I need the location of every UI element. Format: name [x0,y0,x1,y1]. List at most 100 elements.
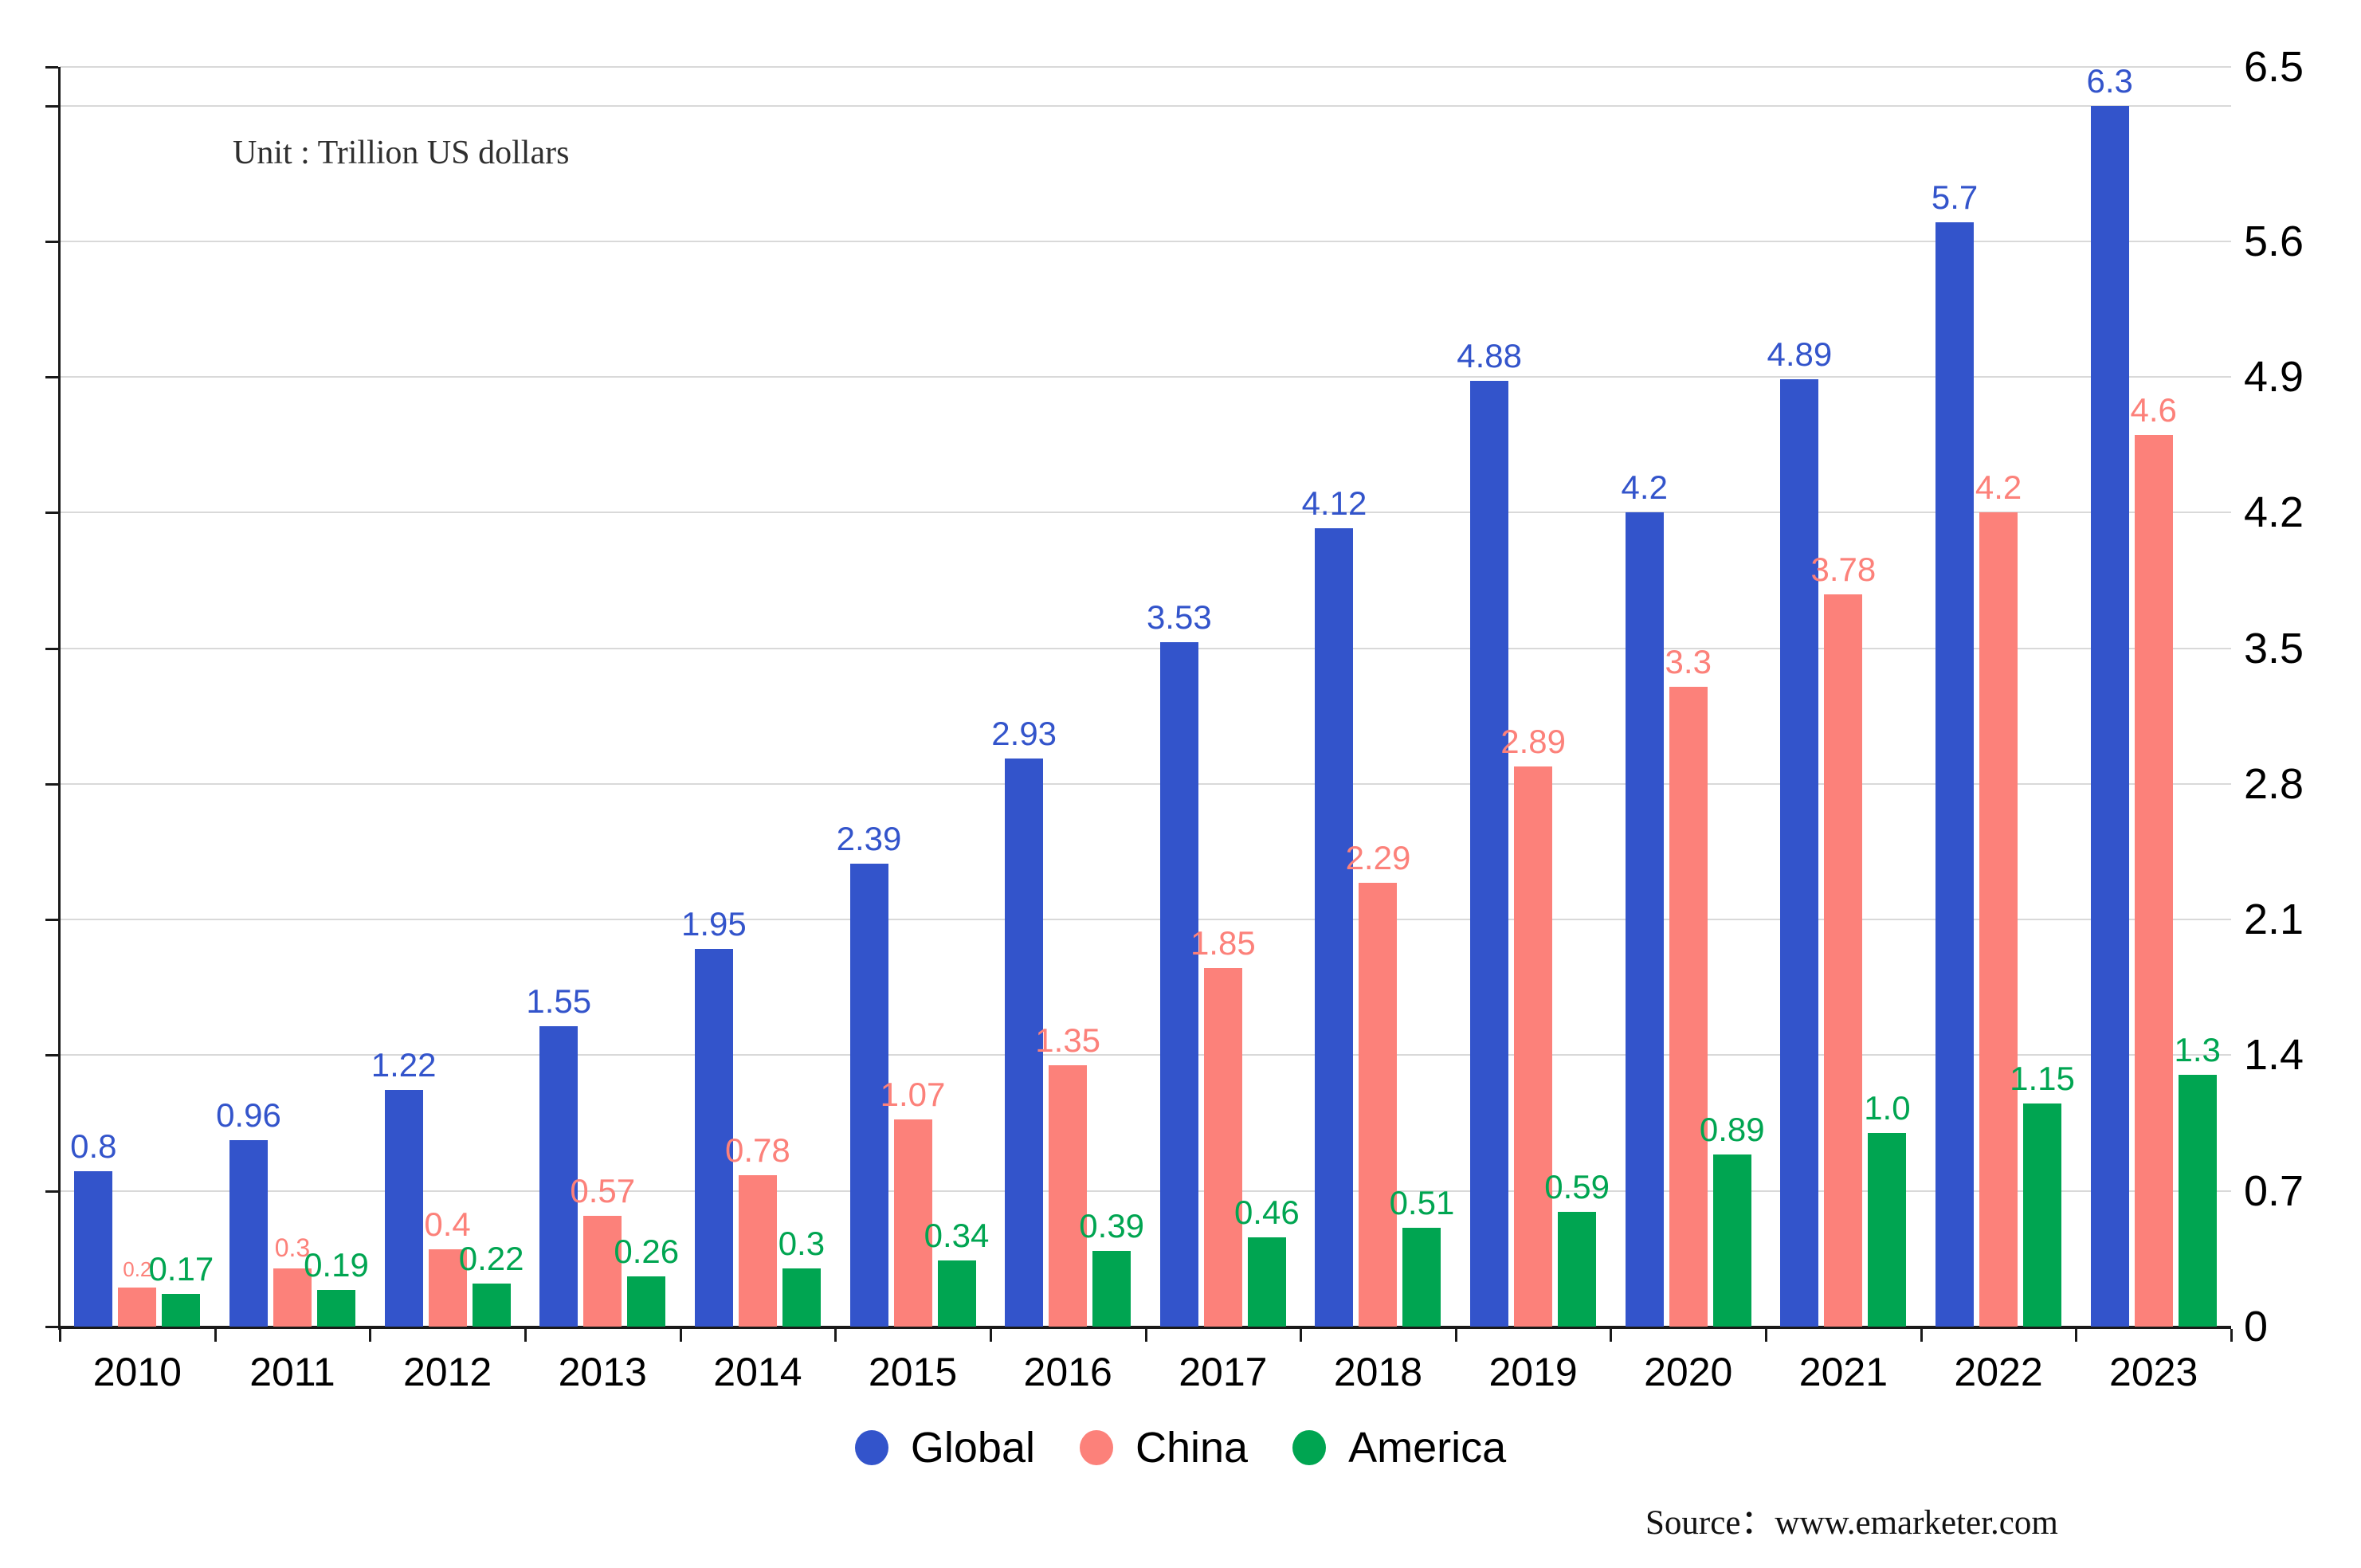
y-axis-line [58,67,61,1330]
bar-global-2020 [1625,512,1664,1327]
x-axis-line [58,1326,2231,1329]
bar-label-china-2023: 4.6 [2130,391,2177,429]
bar-label-china-2013: 0.57 [570,1172,636,1210]
legend-marker-global [854,1430,888,1465]
y-axis-tick-label: 2.8 [2244,759,2304,808]
x-axis-tick [369,1329,372,1342]
bar-label-china-2022: 4.2 [1975,468,2022,507]
y-axis-tick-label: 6.5 [2244,43,2304,91]
bar-america-2014 [782,1268,821,1327]
gridline [60,66,2231,68]
bar-label-china-2015: 1.07 [880,1075,946,1113]
bar-global-2010 [74,1171,113,1327]
bar-global-2021 [1780,378,1819,1327]
x-axis-tick [1300,1329,1303,1342]
bar-global-2017 [1159,642,1198,1327]
gridline [60,104,2231,107]
bar-global-2018 [1315,527,1354,1327]
bar-china-2010 [118,1288,157,1327]
y-axis-tick-label: 0 [2244,1303,2269,1350]
x-axis-category-2014: 2014 [713,1350,802,1394]
bar-label-america-2010: 0.17 [148,1249,214,1288]
gridline [60,1190,2231,1192]
source-label: Source：www.emarketer.com [1645,1504,2058,1542]
bar-label-global-2019: 4.88 [1457,337,1522,375]
gridline [60,376,2231,378]
bar-label-global-2015: 2.39 [836,819,902,857]
bar-america-2023 [2178,1074,2217,1327]
bar-label-global-2020: 4.2 [1621,468,1668,507]
bar-label-global-2022: 5.7 [1931,178,1979,216]
bar-china-2023 [2134,435,2173,1327]
y-axis-tick-label: 2.1 [2244,896,2304,944]
bar-china-2019 [1514,766,1553,1327]
bar-america-2011 [316,1289,355,1327]
legend-label-global: Global [910,1424,1035,1472]
x-axis-tick [214,1329,217,1342]
bar-label-america-2018: 0.51 [1389,1183,1455,1221]
y-axis-tick-label: 4.2 [2244,488,2304,537]
x-axis-category-2017: 2017 [1179,1350,1268,1394]
bar-america-2021 [1868,1132,1907,1327]
bar-america-2010 [162,1293,201,1327]
bar-label-china-2020: 3.3 [1665,643,1712,681]
y-axis-tick-label: 0.7 [2244,1166,2304,1215]
x-axis-tick [1454,1329,1457,1342]
bar-global-2012 [384,1090,423,1327]
y-axis-tick [45,1054,58,1057]
bar-label-america-2014: 0.3 [778,1225,826,1263]
x-axis-category-2013: 2013 [558,1350,647,1394]
bar-label-china-2021: 3.78 [1810,550,1877,588]
x-axis-category-2015: 2015 [868,1350,958,1394]
x-axis-category-2021: 2021 [1798,1350,1888,1394]
bar-label-global-2023: 6.3 [2086,61,2133,100]
y-axis-tick [45,104,58,108]
bar-label-china-2018: 2.29 [1345,839,1411,876]
y-axis-tick-label: 5.6 [2244,217,2304,265]
bar-label-china-2016: 1.35 [1035,1021,1101,1059]
x-axis-category-2022: 2022 [1954,1350,2043,1394]
bar-label-global-2013: 1.55 [526,982,592,1020]
bar-china-2022 [1979,512,2018,1327]
x-axis-category-2023: 2023 [2109,1350,2198,1394]
bar-label-global-2016: 2.93 [991,715,1057,753]
bar-america-2016 [1092,1251,1131,1327]
bar-america-2012 [472,1284,511,1327]
bar-label-china-2011: 0.3 [274,1233,311,1263]
bar-global-2016 [1005,759,1044,1327]
bar-china-2017 [1203,968,1242,1327]
y-axis-tick-label: 4.9 [2244,353,2304,402]
bar-label-america-2013: 0.26 [614,1232,680,1270]
y-axis-tick [45,919,58,922]
legend-label-america: America [1348,1424,1507,1472]
legend: Global China America [0,1426,2361,1469]
unit-label: Unit : Trillion US dollars [233,135,570,171]
legend-label-china: China [1135,1424,1249,1472]
y-axis-tick [45,1190,58,1193]
bar-label-china-2017: 1.85 [1190,924,1256,962]
bar-america-2022 [2023,1103,2062,1327]
bar-label-america-2017: 0.46 [1233,1194,1300,1232]
x-axis-tick [1610,1329,1613,1342]
bar-label-america-2022: 1.15 [2010,1060,2075,1098]
bar-america-2017 [1247,1237,1286,1327]
x-axis-tick [834,1329,837,1342]
legend-marker-america [1292,1430,1327,1465]
bar-global-2023 [2090,105,2129,1327]
x-axis-category-2010: 2010 [92,1350,182,1394]
gridline [60,919,2231,921]
x-axis-tick [59,1329,61,1342]
bar-global-2014 [694,948,733,1327]
bar-label-china-2010: 0.2 [123,1257,152,1282]
bar-america-2015 [937,1260,976,1327]
y-axis-tick [45,512,58,515]
bar-label-america-2023: 1.3 [2174,1030,2221,1068]
x-axis-category-2012: 2012 [402,1350,492,1394]
bar-america-2019 [1558,1212,1597,1327]
y-axis-tick-label: 3.5 [2244,624,2304,672]
y-axis-tick [45,376,58,379]
x-axis-category-2020: 2020 [1644,1350,1733,1394]
x-axis-category-2011: 2011 [249,1350,335,1394]
legend-item-america: America [1292,1426,1506,1469]
